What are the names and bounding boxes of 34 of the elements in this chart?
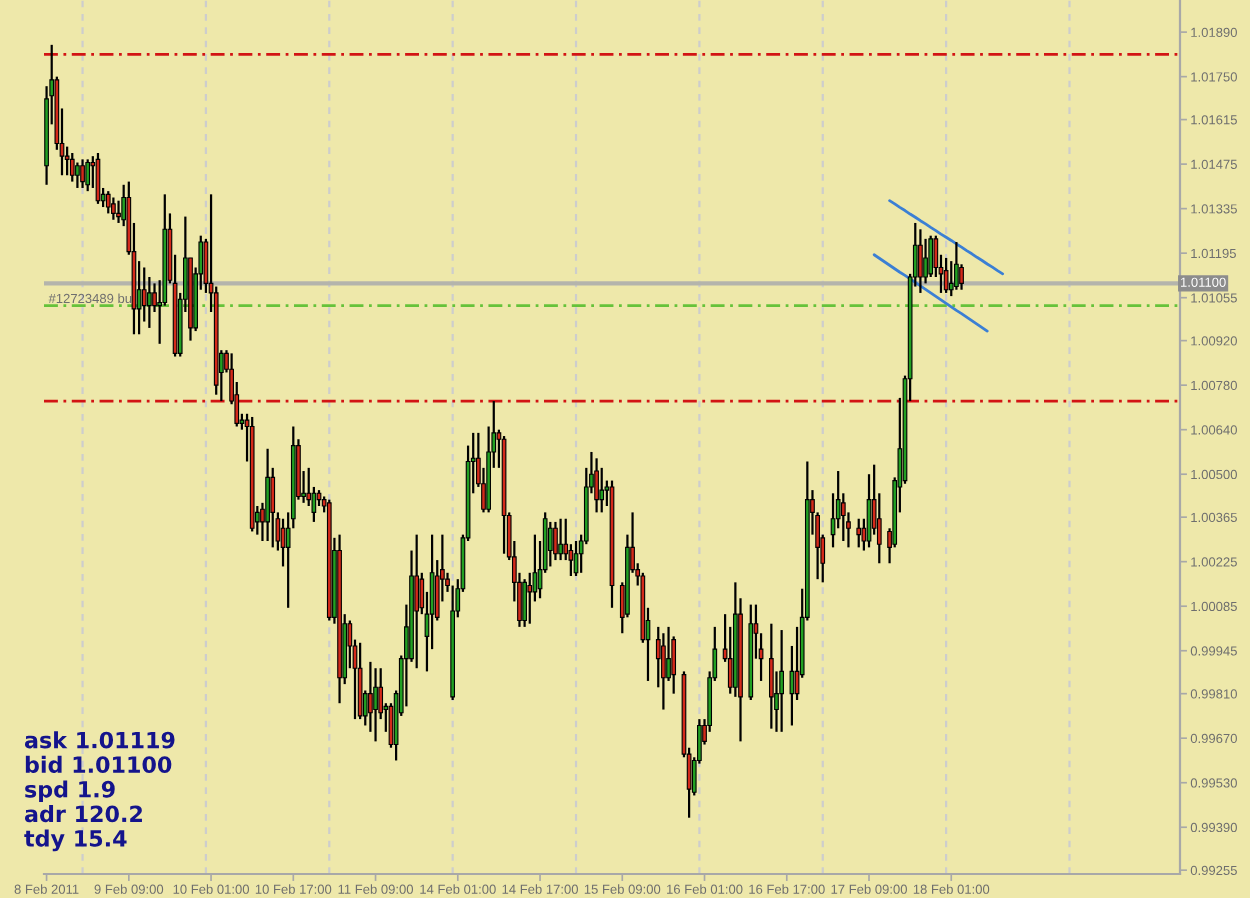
candlestick <box>80 158 85 190</box>
candlestick <box>923 237 928 285</box>
candlestick <box>111 196 116 221</box>
annotation: adr 120.2 <box>24 805 142 823</box>
candlestick <box>558 517 563 562</box>
candlestick <box>594 457 599 514</box>
candlestick <box>661 632 666 711</box>
candlestick <box>85 158 91 193</box>
line-series <box>888 199 1005 276</box>
candlestick <box>368 660 373 733</box>
annotation: bid 1.01100 <box>25 755 172 774</box>
candlestick <box>599 466 605 514</box>
candlestick <box>954 240 959 291</box>
candlestick <box>943 256 949 295</box>
candlestick <box>671 635 677 695</box>
candlestick <box>357 641 363 721</box>
candlestick <box>105 190 111 215</box>
candlestick <box>69 151 75 183</box>
candlestick <box>414 533 420 670</box>
candlestick <box>265 447 270 543</box>
candlestick <box>918 228 923 295</box>
candlestick <box>928 234 934 279</box>
candlestick <box>373 667 378 743</box>
candlestick <box>779 628 784 733</box>
candlestick <box>75 161 80 190</box>
annotation: spd 1.9 <box>25 780 115 802</box>
annotation: tdy 15.4 <box>24 829 127 852</box>
candlestick <box>547 520 553 568</box>
candlestick <box>553 520 558 562</box>
candlestick <box>522 578 527 628</box>
candlestick <box>768 622 774 730</box>
annotation: ask 1.01119 <box>24 731 175 749</box>
candlestick <box>856 517 862 549</box>
candlestick <box>147 275 152 330</box>
